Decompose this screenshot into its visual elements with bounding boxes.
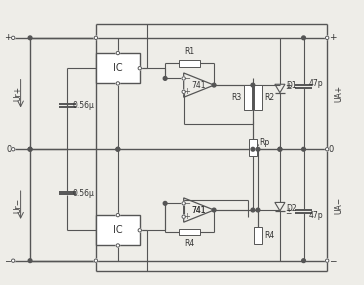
Circle shape xyxy=(116,82,119,85)
Circle shape xyxy=(251,83,255,87)
Text: 47p: 47p xyxy=(309,79,323,88)
Circle shape xyxy=(212,208,216,212)
Circle shape xyxy=(116,244,119,247)
Text: R4: R4 xyxy=(265,231,275,240)
Bar xyxy=(249,139,257,156)
Circle shape xyxy=(278,147,282,151)
Circle shape xyxy=(116,213,119,217)
Bar xyxy=(179,60,200,66)
Text: +: + xyxy=(4,33,12,42)
Circle shape xyxy=(12,36,15,40)
Bar xyxy=(254,227,262,244)
Circle shape xyxy=(182,90,185,93)
Circle shape xyxy=(12,148,15,151)
Text: UA−: UA− xyxy=(335,196,344,213)
Text: Ur+: Ur+ xyxy=(14,86,23,101)
Circle shape xyxy=(28,259,32,262)
Text: UA+: UA+ xyxy=(335,85,344,102)
Text: D2: D2 xyxy=(287,204,297,213)
Circle shape xyxy=(163,77,167,80)
Text: R1: R1 xyxy=(185,47,195,56)
Text: 0: 0 xyxy=(329,145,334,154)
Text: ±: ± xyxy=(285,82,292,91)
Circle shape xyxy=(325,36,329,40)
Text: R4: R4 xyxy=(185,239,195,248)
Text: +: + xyxy=(329,33,336,42)
Circle shape xyxy=(256,208,260,212)
Circle shape xyxy=(116,51,119,55)
Text: +: + xyxy=(183,212,190,221)
Circle shape xyxy=(94,259,98,262)
Text: 0.56μ: 0.56μ xyxy=(72,189,94,198)
Circle shape xyxy=(182,202,185,205)
Text: 741: 741 xyxy=(191,205,206,215)
Circle shape xyxy=(256,147,260,151)
Circle shape xyxy=(28,147,32,151)
Circle shape xyxy=(138,66,142,70)
Circle shape xyxy=(163,201,167,205)
Circle shape xyxy=(182,77,185,80)
Circle shape xyxy=(182,215,185,218)
Text: 741: 741 xyxy=(191,205,206,215)
Circle shape xyxy=(94,36,98,40)
Circle shape xyxy=(302,259,305,262)
Text: IC: IC xyxy=(113,63,123,73)
Text: D1: D1 xyxy=(287,81,297,89)
Text: 741: 741 xyxy=(191,81,206,89)
Text: −: − xyxy=(183,199,190,208)
Circle shape xyxy=(302,36,305,40)
Circle shape xyxy=(116,147,120,151)
Text: −: − xyxy=(4,256,12,265)
Circle shape xyxy=(302,147,305,151)
Text: −: − xyxy=(183,74,190,83)
Circle shape xyxy=(116,147,120,151)
Circle shape xyxy=(325,259,329,262)
Bar xyxy=(96,53,140,84)
Bar xyxy=(244,85,252,110)
Text: 0: 0 xyxy=(6,145,12,154)
Text: +: + xyxy=(183,87,190,96)
Text: Rp: Rp xyxy=(260,138,270,147)
Circle shape xyxy=(212,83,216,87)
Circle shape xyxy=(28,36,32,40)
Bar xyxy=(179,229,200,235)
Text: −: − xyxy=(329,256,336,265)
Text: R2: R2 xyxy=(265,93,275,102)
Circle shape xyxy=(28,147,32,151)
Text: ±: ± xyxy=(285,207,292,216)
Bar xyxy=(254,85,262,110)
Circle shape xyxy=(251,208,255,212)
Circle shape xyxy=(251,147,255,151)
Text: 47p: 47p xyxy=(309,211,323,219)
Text: IC: IC xyxy=(113,225,123,235)
Circle shape xyxy=(138,229,142,232)
Circle shape xyxy=(12,259,15,262)
Text: Ur−: Ur− xyxy=(14,198,23,213)
Circle shape xyxy=(325,148,329,151)
Bar xyxy=(96,215,140,245)
Text: R3: R3 xyxy=(231,93,241,102)
Text: 0.56μ: 0.56μ xyxy=(72,101,94,110)
Circle shape xyxy=(278,147,282,151)
